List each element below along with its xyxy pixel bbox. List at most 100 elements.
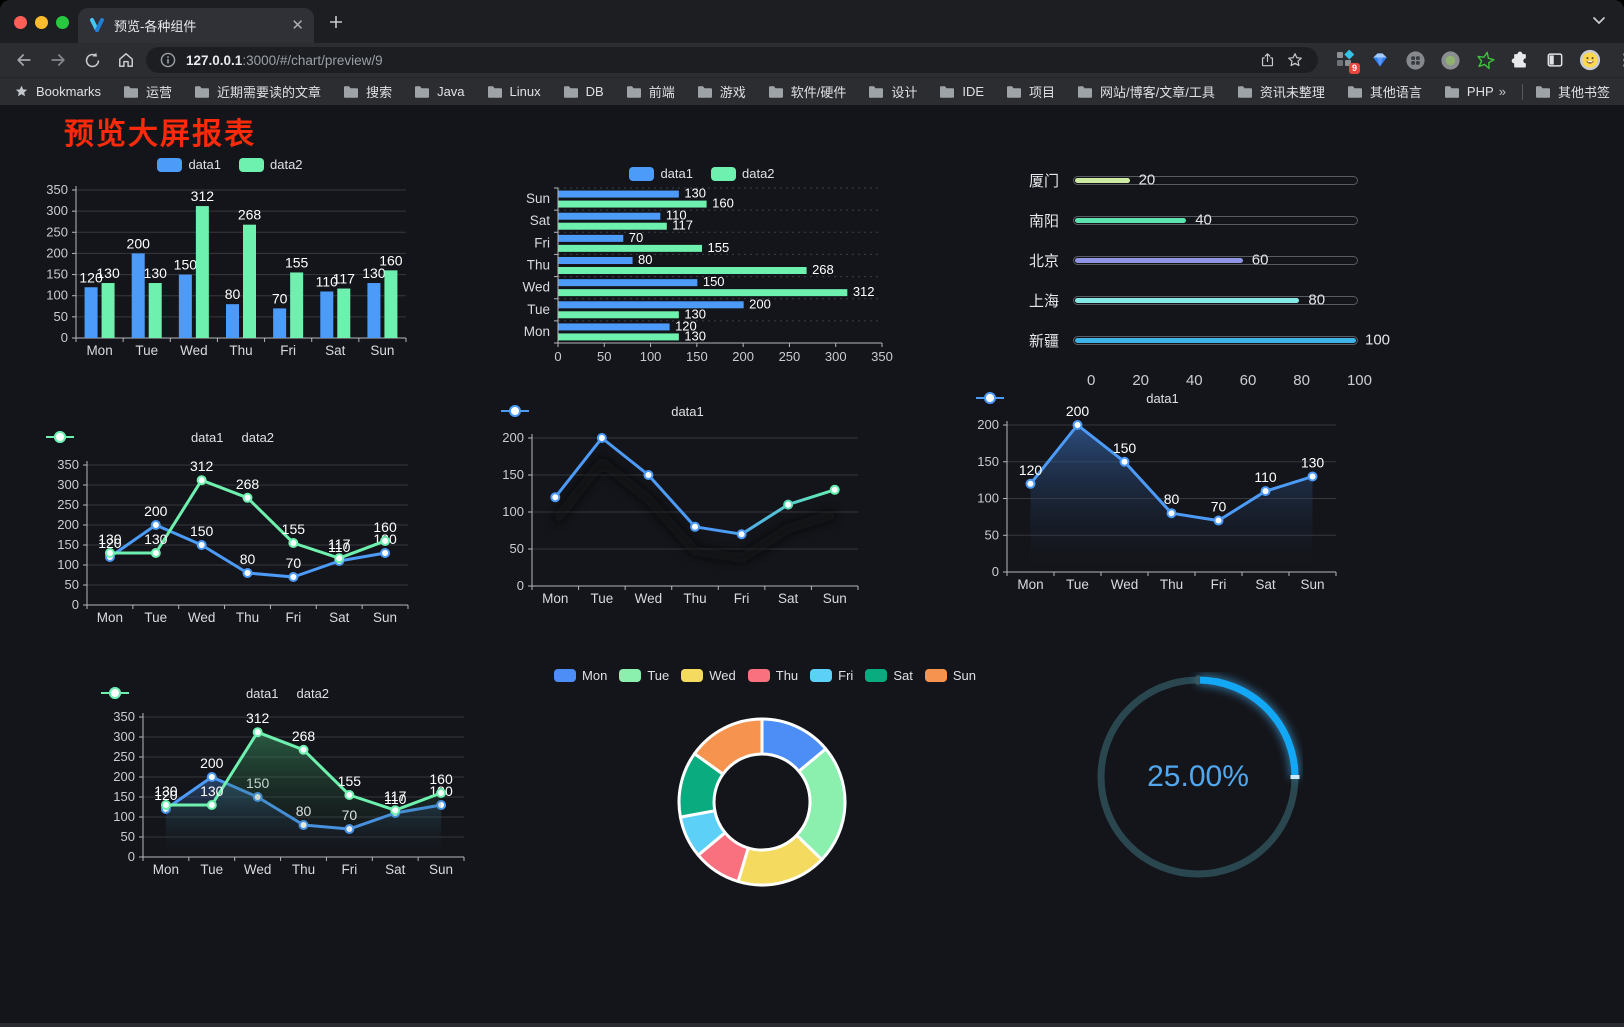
bookmark-folder-item[interactable]: IDE (939, 84, 984, 99)
bookmark-label: 网站/博客/文章/工具 (1100, 85, 1215, 100)
extensions-puzzle-button[interactable] (1509, 49, 1531, 71)
url-text[interactable]: 127.0.0.1:3000/#/chart/preview/9 (186, 53, 1249, 68)
legend-item-Sun[interactable]: Sun (924, 668, 976, 683)
progress-row-厦门[interactable]: 厦门 20 (995, 172, 1395, 190)
url-bar[interactable]: 127.0.0.1:3000/#/chart/preview/9 (146, 47, 1318, 73)
city-progress-chart[interactable]: 厦门 20 南阳 40 北京 60 上海 80 新疆 100 0 20 40 60 80 100 (995, 160, 1395, 395)
progress-row-北京[interactable]: 北京 60 (995, 252, 1395, 270)
legend-item-data1[interactable]: data1 (501, 404, 704, 419)
bookmark-folder-item[interactable]: 软件/硬件 (768, 82, 846, 101)
legend-item-Mon[interactable]: Mon (554, 668, 607, 683)
bookmark-folder-item[interactable]: 其他语言 (1347, 82, 1422, 101)
area-line-chart[interactable]: data1 0 50 100 150 200 Mon Tue Wed Thu Fri Sat Sun 12… (975, 388, 1350, 598)
extension-gem-icon[interactable] (1369, 49, 1391, 71)
progress-row-南阳[interactable]: 南阳 40 (995, 212, 1395, 230)
donut-slice-Sun[interactable] (693, 717, 764, 776)
legend-item-Thu[interactable]: Thu (747, 668, 798, 683)
back-button[interactable] (10, 46, 38, 74)
reload-button[interactable] (78, 46, 106, 74)
chart-canvas[interactable]: 0 50 100 150 200 Mon Tue Wed Thu Fri Sat Sun 120 200 1… (975, 388, 1350, 598)
bookmark-folder-item[interactable]: 设计 (868, 82, 917, 101)
legend-item-data1[interactable]: data1 (629, 166, 693, 181)
extension-grid-icon[interactable]: 9 (1334, 49, 1360, 74)
legend-item-Tue[interactable]: Tue (619, 668, 669, 683)
svg-text:Sat: Sat (325, 343, 346, 358)
legend-item-data1[interactable]: data1 (46, 430, 224, 445)
chart-canvas[interactable]: 0 50 100 150 200 250 300 350 Mon Tue Wed Thu Fri Sat S… (40, 150, 420, 365)
gradient-line-chart[interactable]: data1 0 50 100 150 200 Mon Tue Wed Thu Fri Sat Sun (500, 400, 875, 612)
legend-item-Sat[interactable]: Sat (865, 668, 913, 683)
horizontal-bar-chart[interactable]: data1 data2 0 50 100 150 200 250 300 350 Sun 130 160… (502, 158, 902, 370)
svg-text:Sat: Sat (329, 610, 350, 625)
bookmark-folder-item[interactable]: 项目 (1006, 82, 1055, 101)
extension-command-icon[interactable] (1404, 49, 1426, 71)
svg-text:155: 155 (338, 773, 362, 789)
svg-text:130: 130 (144, 531, 168, 547)
folder-icon (124, 85, 139, 98)
bookmark-folder-item[interactable]: DB (563, 84, 604, 99)
forward-button[interactable] (44, 46, 72, 74)
svg-text:200: 200 (749, 296, 771, 311)
share-icon[interactable] (1259, 51, 1276, 69)
bookmark-folder-item[interactable]: 搜索 (343, 82, 392, 101)
bookmark-folder-item[interactable]: Linux (487, 84, 541, 99)
legend-item-data2[interactable]: data2 (239, 157, 303, 172)
bookmark-folder-item[interactable]: 网站/博客/文章/工具 (1077, 82, 1215, 101)
bookmark-folder-item[interactable]: PHP (1444, 84, 1494, 99)
tab-close-icon[interactable]: ✕ (291, 17, 304, 34)
legend-item-data1[interactable]: data1 (157, 157, 221, 172)
browser-tab[interactable]: 预览-各种组件 ✕ (78, 8, 314, 43)
bookmark-folder-item[interactable]: 前端 (626, 82, 675, 101)
legend-item-Fri[interactable]: Fri (810, 668, 853, 683)
bookmark-folder-item[interactable]: 近期需要读的文章 (194, 82, 321, 101)
legend-item-data1[interactable]: data1 (101, 686, 279, 701)
bookmark-star-icon[interactable] (1286, 51, 1304, 69)
extension-star-icon[interactable] (1474, 49, 1496, 71)
legend-item-data2[interactable]: data2 (101, 686, 329, 701)
legend-label: Sun (952, 668, 976, 683)
legend-item-Wed[interactable]: Wed (681, 668, 736, 683)
side-panel-button[interactable] (1544, 49, 1566, 71)
bar-data1-Tue (131, 253, 145, 338)
chart-canvas[interactable]: 0 50 100 150 200 Mon Tue Wed Thu Fri Sat Sun (500, 400, 875, 612)
bar-data2-Wed (195, 206, 209, 338)
tab-search-chevron-icon[interactable] (1592, 16, 1606, 26)
chart-canvas[interactable] (1093, 672, 1303, 882)
profile-avatar[interactable] (1579, 49, 1601, 71)
progress-label: 北京 (1028, 252, 1059, 270)
bookmark-folder-item[interactable]: Java (414, 84, 465, 99)
extension-dot-icon[interactable] (1439, 49, 1461, 71)
bookmark-folder-item[interactable]: 游戏 (697, 82, 746, 101)
bookmark-label: Java (437, 84, 465, 99)
browser-menu-button[interactable] (1614, 49, 1624, 71)
legend-item-data1[interactable]: data1 (976, 391, 1179, 406)
chart-canvas[interactable]: 0 50 100 150 200 250 300 350 Mon Tue Wed Thu Fri Sat S… (45, 425, 420, 640)
two-area-chart[interactable]: data1 data2 0 50 100 150 200 250 300 350 Mon Tue Wed… (100, 678, 475, 893)
bookmark-folder-item[interactable]: 运营 (123, 82, 172, 101)
legend-item-data2[interactable]: data2 (711, 166, 775, 181)
chart-canvas[interactable] (570, 660, 960, 910)
zoom-window-icon[interactable] (56, 16, 69, 29)
minimize-window-icon[interactable] (35, 16, 48, 29)
percent-gauge-chart[interactable]: 25.00% (1093, 672, 1303, 882)
bookmark-folder-item[interactable]: 资讯未整理 (1237, 82, 1325, 101)
site-info-icon[interactable] (160, 52, 176, 68)
progress-row-上海[interactable]: 上海 80 (995, 292, 1395, 310)
grouped-bar-chart[interactable]: data1 data2 0 50 100 150 200 250 300 350 Mon Tue Wed… (40, 150, 420, 365)
home-button[interactable] (112, 46, 140, 74)
svg-text:117: 117 (328, 536, 351, 552)
close-window-icon[interactable] (14, 16, 27, 29)
progress-row-新疆[interactable]: 新疆 100 (995, 332, 1395, 350)
two-line-chart[interactable]: data1 data2 0 50 100 150 200 250 300 350 Mon Tue Wed… (45, 425, 420, 640)
weekday-donut-chart[interactable]: Mon Tue Wed Thu Fri Sat Sun (554, 660, 976, 910)
new-tab-icon[interactable] (328, 14, 344, 30)
bookmarks-manager-item[interactable]: Bookmarks (14, 84, 101, 99)
bookmarks-list: 运营 近期需要读的文章 搜索 Java Linux DB 前端 游戏 软件/硬件 设计 IDE 项目 网… (123, 82, 1499, 101)
other-bookmarks-item[interactable]: 其他书签 (1535, 82, 1610, 101)
legend-item-data2[interactable]: data2 (46, 430, 274, 445)
chart-canvas[interactable]: 0 50 100 150 200 250 300 350 Mon Tue Wed Thu Fri Sat S… (100, 678, 475, 893)
back-icon (17, 54, 31, 66)
data-point-data2-Sun (436, 788, 447, 798)
bookmarks-overflow-chevron[interactable]: » (1498, 84, 1506, 99)
